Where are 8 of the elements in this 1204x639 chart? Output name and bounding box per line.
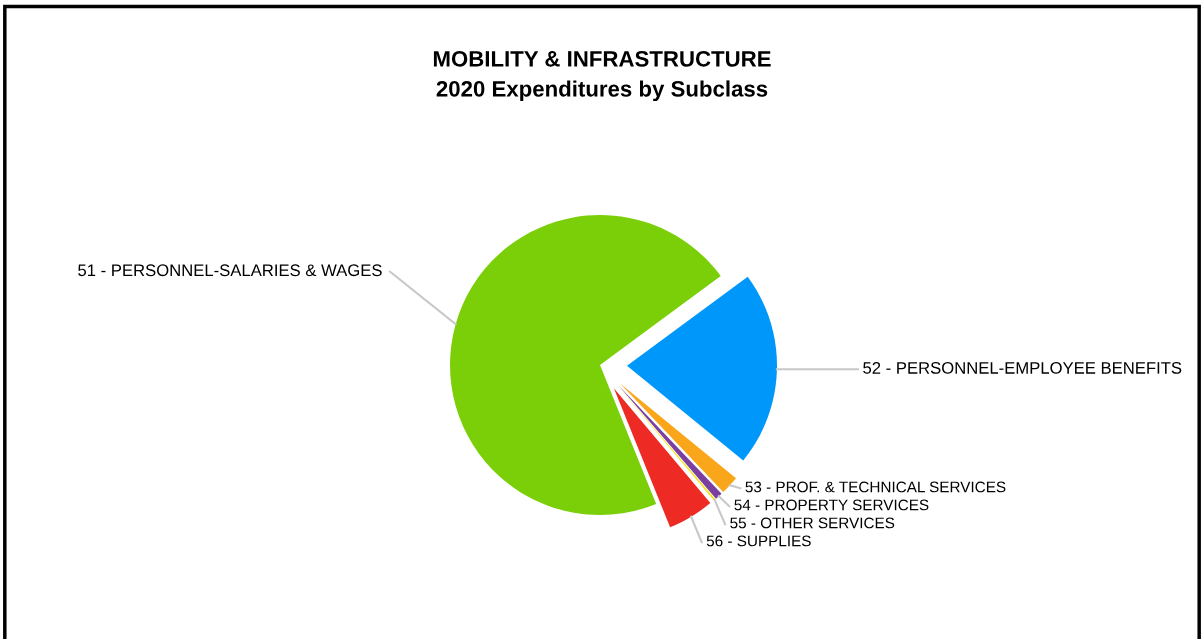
chart-subtitle: 2020 Expenditures by Subclass [436,80,768,102]
slice-label: 56 - SUPPLIES [706,535,811,547]
slice-label: 51 - PERSONNEL-SALARIES & WAGES [78,264,382,277]
slice-label: 55 - OTHER SERVICES [730,517,895,529]
chart-title: MOBILITY & INFRASTRUCTURE [433,50,771,67]
slice-label: 52 - PERSONNEL-EMPLOYEE BENEFITS [863,362,1182,374]
slice-label: 53 - PROF. & TECHNICAL SERVICES [745,481,1006,493]
slice-label: 54 - PROPERTY SERVICES [734,499,929,511]
